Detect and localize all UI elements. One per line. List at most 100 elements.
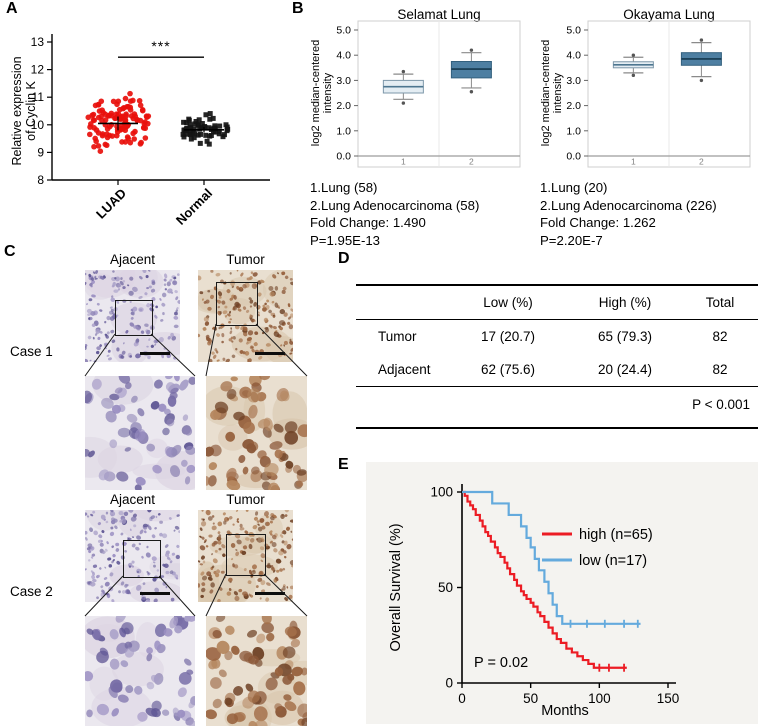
svg-text:12: 12 [31,63,45,77]
svg-text:4.0: 4.0 [336,50,351,62]
svg-text:of Cyclin K: of Cyclin K [24,80,38,140]
panel-d-label: D [338,250,350,267]
table-row-tumor: Tumor 17 (20.7) 65 (79.3) 82 [356,320,758,354]
table-row-adjacent: Adjacent 62 (75.6) 20 (24.4) 82 [356,353,758,387]
svg-text:3.0: 3.0 [566,75,581,87]
svg-text:11: 11 [32,90,45,104]
svg-text:1.0: 1.0 [336,125,351,137]
case2-tumor-inset-box [226,534,266,576]
row-tumor-total: 82 [712,329,728,344]
okayama-box-plot: Okayama Lung 0.0 1.0 2.0 3.0 4.0 5.0 log2 media… [540,7,751,168]
svg-text:8: 8 [37,173,44,187]
svg-text:100: 100 [430,485,453,500]
case2-tumor-magnified-image [206,616,307,726]
svg-text:1: 1 [401,157,406,167]
panel-c-label: C [4,243,16,260]
svg-text:high (n=65): high (n=65) [579,527,653,543]
svg-text:9: 9 [37,145,44,159]
case2-adjacent-title: Ajacent [109,492,156,507]
case2-adjacent-inset-box [123,540,161,578]
case2-tumor-title: Tumor [226,492,265,507]
case1-tumor-inset-box [216,282,258,326]
svg-text:Normal: Normal [173,186,215,228]
scale-bar [255,592,285,595]
table-header-low: Low (%) [483,295,533,310]
svg-text:3.0: 3.0 [336,75,351,87]
panel-a-label: A [6,0,18,17]
case1-adjacent-magnified-image [85,376,195,490]
case1-label: Case 1 [10,344,53,359]
scale-bar [255,352,285,355]
row-tumor-high: 65 (79.3) [597,329,653,344]
svg-text:Months: Months [541,703,589,719]
panel-e-label: E [338,456,349,473]
caption-line: 1.Lung (58) [310,180,378,195]
caption-line: P=1.95E-13 [310,233,381,249]
svg-text:1.0: 1.0 [566,125,581,137]
row-tumor-low: 17 (20.7) [480,329,536,344]
caption-line: Fold Change: 1.490 [310,215,426,231]
case1-adjacent-title: Ajacent [109,252,156,267]
svg-text:0: 0 [445,676,453,691]
svg-text:intensity: intensity [322,72,334,113]
table-header-row: Low (%) High (%) Total [356,285,758,320]
caption-line: P=2.20E-7 [540,233,603,249]
expression-summary-table: Low (%) High (%) Total Tumor 17 (20.7) 6… [356,284,758,429]
case1-tumor-title: Tumor [226,252,265,267]
svg-text:Selamat Lung: Selamat Lung [397,7,480,22]
svg-text:low (n=17): low (n=17) [579,553,647,569]
case1-adjacent-inset-box [115,300,153,336]
table-header-empty [356,285,448,320]
panel-b-label: B [292,0,304,17]
table-footnote-row: P < 0.001 [356,387,758,428]
okayama-caption: 1.Lung (20) 2.Lung Adenocarcinoma (226) … [538,179,756,250]
svg-text:5.0: 5.0 [336,25,351,37]
svg-text:150: 150 [657,691,680,706]
row-adjacent-high: 20 (24.4) [597,362,653,377]
table-p-value: P < 0.001 [692,397,750,412]
panel-a-scatter-chart: 8 9 10 11 12 13 Relative expression of Cyclin K… [10,34,270,228]
caption-line: 2.Lung Adenocarcinoma (226) [540,197,717,213]
svg-text:100: 100 [588,691,611,706]
svg-text:Relative expression: Relative expression [10,56,24,165]
svg-text:2: 2 [469,157,474,167]
case-2-block: Ajacent Tumor Case 2 [8,492,318,728]
svg-text:log2 median-centered: log2 median-centered [540,40,552,146]
svg-text:LUAD: LUAD [93,186,129,222]
svg-text:intensity: intensity [552,72,564,113]
svg-text:2: 2 [699,157,704,167]
svg-text:2.0: 2.0 [566,100,581,112]
svg-text:0.0: 0.0 [566,151,581,163]
svg-text:50: 50 [523,691,538,706]
svg-text:0.0: 0.0 [336,151,351,163]
svg-text:4.0: 4.0 [566,50,581,62]
svg-text:0: 0 [458,691,466,706]
survival-curve-chart: 0 50 100 150 0 50 100 Overall Survival (%) Month… [366,462,758,724]
svg-text:Overall Survival (%): Overall Survival (%) [388,523,404,651]
case-1-block: Ajacent Tumor Case 1 [8,252,318,492]
case2-label: Case 2 [10,584,53,599]
row-adjacent-label: Adjacent [378,362,431,377]
svg-text:13: 13 [31,35,45,49]
caption-line: 1.Lung (20) [540,180,608,195]
scale-bar [140,592,170,595]
svg-text:1: 1 [631,157,636,167]
svg-text:Okayama Lung: Okayama Lung [623,7,715,22]
okayama-chart-block: Okayama Lung 0.0 1.0 2.0 3.0 4.0 5.0 log2 media… [538,4,756,250]
selamat-caption: 1.Lung (58) 2.Lung Adenocarcinoma (58) F… [308,179,526,250]
svg-text:10: 10 [31,118,45,132]
row-tumor-label: Tumor [378,329,417,344]
row-adjacent-low: 62 (75.6) [480,362,536,377]
svg-text:***: *** [151,38,170,54]
scale-bar [140,352,170,355]
svg-text:log2 median-centered: log2 median-centered [310,40,322,146]
case2-adjacent-magnified-image [85,616,195,726]
caption-line: 2.Lung Adenocarcinoma (58) [310,197,480,213]
table-header-high: High (%) [598,295,652,310]
caption-line: Fold Change: 1.262 [540,215,656,231]
row-adjacent-total: 82 [712,362,728,377]
case1-tumor-magnified-image [206,376,307,490]
table-header-total: Total [705,295,735,310]
selamat-chart-block: Selamat Lung 0.0 1.0 2.0 3.0 4.0 5.0 log2 media… [308,4,526,250]
